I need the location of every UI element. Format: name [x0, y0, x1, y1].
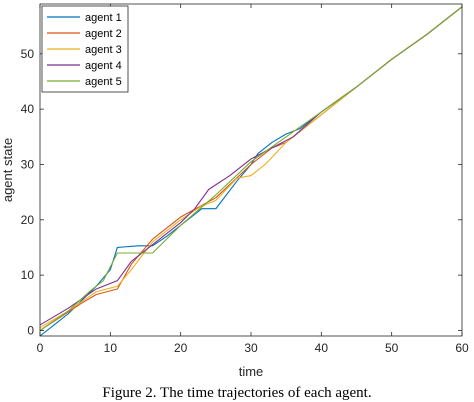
x-axis-label: time — [239, 364, 264, 379]
figure-caption: Figure 2. The time trajectories of each … — [102, 385, 371, 401]
legend-label-agent-3: agent 3 — [85, 44, 122, 56]
y-tick-label: 30 — [21, 157, 35, 171]
y-tick-label: 40 — [21, 102, 35, 116]
series-layer — [39, 6, 463, 337]
y-tick-label: 20 — [21, 213, 35, 227]
x-tick-label: 40 — [315, 341, 329, 355]
series-line-agent-5 — [39, 6, 463, 331]
x-tick-label: 20 — [174, 341, 188, 355]
x-tick-label: 50 — [385, 341, 399, 355]
y-tick-label: 0 — [27, 323, 34, 337]
x-tick-label: 10 — [104, 341, 118, 355]
ticks-layer: 0 10 20 30 40 50 60 0 10 20 30 40 50 — [21, 4, 469, 355]
x-tick-label: 0 — [37, 341, 44, 355]
legend-label-agent-1: agent 1 — [85, 12, 122, 24]
x-tick-label: 30 — [244, 341, 258, 355]
y-tick-label: 10 — [21, 268, 35, 282]
y-tick-label: 50 — [21, 47, 35, 61]
legend-label-agent-2: agent 2 — [85, 28, 122, 40]
legend-label-agent-4: agent 4 — [85, 60, 122, 72]
legend-label-agent-5: agent 5 — [85, 76, 122, 88]
legend: agent 1 agent 2 agent 3 agent 4 agent 5 — [41, 5, 129, 93]
x-tick-label: 60 — [455, 341, 469, 355]
y-axis-label: agent state — [0, 138, 15, 202]
